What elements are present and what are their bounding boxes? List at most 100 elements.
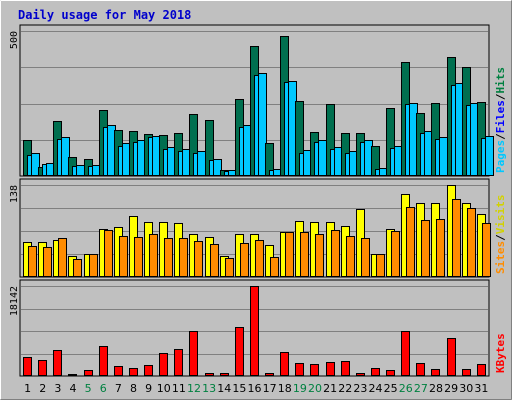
side-label-part: Pages <box>494 140 507 173</box>
x-tick-label-1: 1 <box>24 382 31 395</box>
x-tick-label-4: 4 <box>69 382 76 395</box>
x-tick-label-10: 10 <box>157 382 171 395</box>
bar-kbytes-day-3 <box>53 350 62 376</box>
bar-kbytes-day-14 <box>220 373 229 376</box>
x-tick-label-17: 17 <box>263 382 277 395</box>
x-tick-label-29: 29 <box>444 382 458 395</box>
bar-kbytes-day-8 <box>129 368 138 376</box>
bar-sites-day-2 <box>43 247 52 277</box>
chart-title: Daily usage for May 2018 <box>18 8 192 22</box>
bar-sites-day-25 <box>391 231 400 277</box>
bar-sites-day-26 <box>406 207 415 277</box>
bar-sites-day-5 <box>89 254 98 277</box>
bar-kbytes-day-1 <box>23 357 32 376</box>
x-tick-label-22: 22 <box>338 382 352 395</box>
panel-sites-visits-ymax-label: 138 <box>9 185 20 203</box>
x-tick-label-18: 18 <box>278 382 292 395</box>
x-tick-label-3: 3 <box>54 382 61 395</box>
bar-pages-day-16 <box>258 73 267 176</box>
bar-sites-day-3 <box>58 238 67 277</box>
side-label-part: Files <box>494 100 507 133</box>
side-label-part: / <box>494 133 507 140</box>
bar-kbytes-day-31 <box>477 364 486 376</box>
bar-kbytes-day-28 <box>431 369 440 376</box>
bar-kbytes-day-2 <box>38 360 47 376</box>
bar-kbytes-day-22 <box>341 361 350 376</box>
bar-pages-day-13 <box>213 159 222 176</box>
bar-kbytes-day-19 <box>295 363 304 376</box>
panel-hits-files-pages-side-label: Pages/Files/Hits <box>494 67 507 173</box>
x-tick-label-11: 11 <box>172 382 186 395</box>
bar-sites-day-21 <box>331 230 340 277</box>
bar-kbytes-day-10 <box>159 353 168 376</box>
x-tick-label-28: 28 <box>429 382 443 395</box>
bar-kbytes-day-30 <box>462 369 471 376</box>
bar-sites-day-18 <box>285 232 294 277</box>
bar-sites-day-7 <box>119 236 128 277</box>
bar-sites-day-17 <box>270 257 279 277</box>
side-label-part: Hits <box>494 67 507 94</box>
x-tick-label-6: 6 <box>100 382 107 395</box>
x-tick-label-19: 19 <box>293 382 307 395</box>
bar-sites-day-1 <box>28 246 37 277</box>
bar-sites-day-6 <box>104 230 113 277</box>
bar-sites-day-11 <box>179 238 188 277</box>
bar-sites-day-10 <box>164 238 173 277</box>
x-tick-label-21: 21 <box>323 382 337 395</box>
bar-sites-day-13 <box>210 244 219 277</box>
bar-kbytes-day-11 <box>174 349 183 376</box>
bar-sites-day-8 <box>134 237 143 277</box>
x-tick-label-30: 30 <box>459 382 473 395</box>
bar-kbytes-day-18 <box>280 352 289 376</box>
x-tick-label-7: 7 <box>115 382 122 395</box>
bar-sites-day-12 <box>194 241 203 277</box>
x-tick-label-16: 16 <box>248 382 262 395</box>
bar-sites-day-4 <box>73 259 82 277</box>
side-label-part: / <box>494 234 507 241</box>
bar-kbytes-day-12 <box>189 331 198 376</box>
bar-pages-day-4 <box>76 165 85 176</box>
x-tick-label-12: 12 <box>187 382 201 395</box>
bar-sites-day-28 <box>436 219 445 277</box>
bar-sites-day-15 <box>240 243 249 277</box>
x-tick-label-25: 25 <box>384 382 398 395</box>
bar-sites-day-27 <box>421 220 430 277</box>
side-label-part: / <box>494 93 507 100</box>
bar-sites-day-20 <box>315 234 324 277</box>
bar-pages-day-28 <box>439 137 448 176</box>
side-label-part: Sites <box>494 241 507 274</box>
bar-sites-day-23 <box>361 238 370 277</box>
x-tick-label-13: 13 <box>202 382 216 395</box>
bar-kbytes-day-4 <box>68 374 77 376</box>
x-tick-label-15: 15 <box>232 382 246 395</box>
bar-kbytes-day-27 <box>416 363 425 376</box>
bar-kbytes-day-15 <box>235 327 244 376</box>
x-tick-label-24: 24 <box>369 382 383 395</box>
bar-kbytes-day-5 <box>84 370 93 376</box>
side-label-part: Visits <box>494 195 507 235</box>
bar-kbytes-day-20 <box>310 364 319 376</box>
bar-sites-day-16 <box>255 240 264 277</box>
bar-kbytes-day-9 <box>144 365 153 376</box>
bar-kbytes-day-17 <box>265 373 274 376</box>
bar-kbytes-day-21 <box>326 362 335 376</box>
bar-kbytes-day-16 <box>250 286 259 376</box>
x-tick-label-26: 26 <box>399 382 413 395</box>
bar-kbytes-day-29 <box>447 338 456 376</box>
x-tick-label-27: 27 <box>414 382 428 395</box>
bar-pages-day-31 <box>485 136 494 176</box>
x-tick-label-2: 2 <box>39 382 46 395</box>
bar-pages-day-12 <box>197 151 206 176</box>
bar-pages-day-1 <box>31 153 40 176</box>
x-tick-label-20: 20 <box>308 382 322 395</box>
panel-kbytes-ymax-label: 18142 <box>9 286 20 316</box>
x-tick-label-8: 8 <box>130 382 137 395</box>
bar-kbytes-day-13 <box>205 373 214 376</box>
bar-kbytes-day-26 <box>401 331 410 376</box>
x-tick-label-9: 9 <box>145 382 152 395</box>
bar-sites-day-19 <box>300 232 309 277</box>
panel-kbytes-side-label: KBytes <box>494 333 507 373</box>
x-tick-label-14: 14 <box>217 382 231 395</box>
